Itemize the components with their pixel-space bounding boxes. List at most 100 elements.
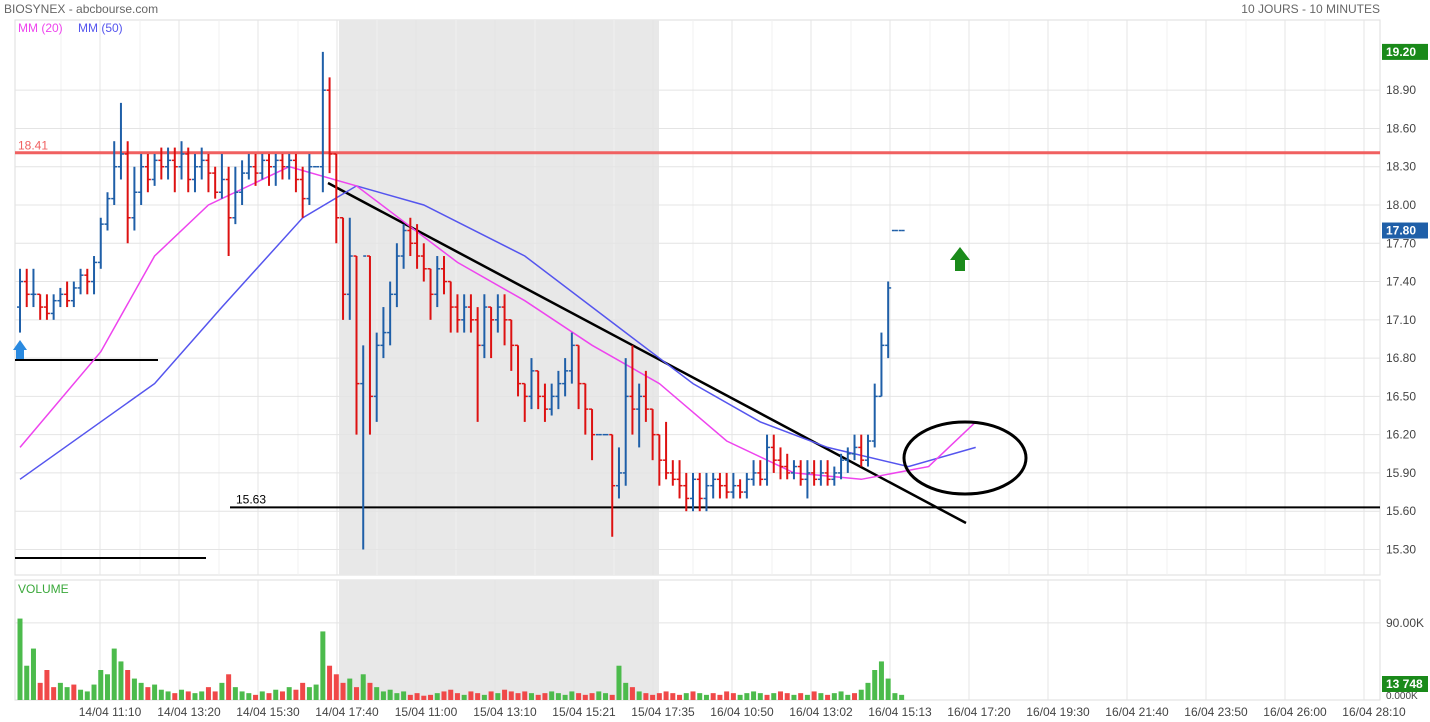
x-tick-label: 15/04 17:35 xyxy=(631,705,695,719)
trend-line xyxy=(327,181,967,525)
volume-bar xyxy=(865,682,871,700)
y-tick-label: 17.10 xyxy=(1386,313,1416,327)
resistance-label: 18.41 xyxy=(18,139,48,153)
ma50-line xyxy=(19,185,976,480)
volume-bar xyxy=(690,691,696,700)
legend-ma50: MM (50) xyxy=(78,21,123,35)
volume-bar xyxy=(670,693,676,700)
y-tick-label: 18.30 xyxy=(1386,160,1416,174)
volume-bar xyxy=(145,687,151,700)
x-tick-label: 15/04 11:00 xyxy=(395,705,458,719)
volume-bar xyxy=(852,693,858,700)
volume-bar xyxy=(78,689,84,700)
x-tick-label: 14/04 15:30 xyxy=(236,705,300,719)
volume-bar xyxy=(771,693,777,700)
volume-bar xyxy=(683,693,689,700)
high-price-label: 19.20 xyxy=(1386,45,1416,59)
volume-label: VOLUME xyxy=(18,582,69,596)
volume-bar xyxy=(549,691,555,700)
volume-bar xyxy=(306,687,312,700)
chart-period: 10 JOURS - 10 MINUTES xyxy=(1241,2,1380,16)
x-tick-label: 16/04 23:50 xyxy=(1184,705,1248,719)
volume-bar xyxy=(885,678,891,700)
y-tick-label: 16.80 xyxy=(1386,351,1416,365)
volume-bar xyxy=(502,689,508,700)
volume-bar xyxy=(461,694,467,700)
volume-bar xyxy=(589,693,595,700)
volume-bar xyxy=(825,694,831,700)
volume-bar xyxy=(300,682,306,700)
session-shade xyxy=(339,20,659,575)
volume-bar xyxy=(609,694,615,700)
volume-bar xyxy=(219,682,225,700)
x-tick-label: 14/04 11:10 xyxy=(79,705,142,719)
last-price-badge xyxy=(1382,222,1428,239)
volume-bar xyxy=(623,682,629,700)
volume-bar xyxy=(872,670,878,700)
volume-bar xyxy=(811,691,817,700)
volume-bar xyxy=(703,694,709,700)
volume-bar xyxy=(199,691,205,700)
volume-bar xyxy=(44,670,50,700)
volume-zero-label: 0.000K xyxy=(1386,691,1418,702)
volume-bar xyxy=(677,694,683,700)
volume-tick-label: 90.00K xyxy=(1386,616,1424,630)
y-tick-label: 18.90 xyxy=(1386,83,1416,97)
volume-bar xyxy=(528,693,534,700)
volume-bar xyxy=(522,691,528,700)
x-tick-label: 16/04 19:30 xyxy=(1026,705,1090,719)
marker-arrow-icon xyxy=(13,340,27,359)
y-tick-label: 16.20 xyxy=(1386,428,1416,442)
volume-bar xyxy=(212,691,218,700)
volume-bar xyxy=(84,691,90,700)
y-tick-label: 18.60 xyxy=(1386,121,1416,135)
volume-bar xyxy=(172,693,178,700)
volume-bar xyxy=(798,693,804,700)
volume-bar xyxy=(629,687,635,700)
volume-bar xyxy=(246,693,252,700)
volume-bar xyxy=(818,693,824,700)
volume-bar xyxy=(454,693,460,700)
volume-bar xyxy=(764,694,770,700)
volume-bar xyxy=(596,691,602,700)
volume-bar xyxy=(697,693,703,700)
volume-bar xyxy=(892,693,898,700)
x-tick-label: 16/04 28:10 xyxy=(1342,705,1406,719)
volume-bar xyxy=(508,691,514,700)
x-tick-label: 16/04 26:00 xyxy=(1263,705,1327,719)
volume-bar xyxy=(495,693,501,700)
volume-bar xyxy=(239,691,245,700)
volume-bar xyxy=(582,694,588,700)
volume-bar xyxy=(158,689,164,700)
volume-bar xyxy=(354,687,359,700)
session-shade-volume xyxy=(339,580,659,700)
high-price-badge xyxy=(1382,43,1428,60)
legend-ma20: MM (20) xyxy=(18,21,63,35)
volume-bar xyxy=(636,691,642,700)
volume-bar xyxy=(232,687,238,700)
y-tick-label: 18.00 xyxy=(1386,198,1416,212)
volume-bar xyxy=(724,691,730,700)
volume-bar xyxy=(448,689,454,700)
volume-bar xyxy=(576,693,582,700)
volume-bar xyxy=(104,674,110,700)
volume-bar xyxy=(51,687,57,700)
volume-bar xyxy=(401,691,407,700)
y-tick-label: 16.50 xyxy=(1386,389,1416,403)
price-panel xyxy=(14,19,1381,576)
volume-bar xyxy=(165,691,171,700)
x-tick-label: 16/04 21:40 xyxy=(1105,705,1169,719)
volume-bar xyxy=(744,693,750,700)
volume-bar xyxy=(421,695,427,700)
volume-bar xyxy=(441,691,447,700)
y-tick-label: 15.90 xyxy=(1386,466,1416,480)
volume-bar xyxy=(380,691,386,700)
volume-bar xyxy=(293,689,299,700)
y-tick-label: 15.60 xyxy=(1386,504,1416,518)
volume-bar xyxy=(253,694,259,700)
volume-bar xyxy=(434,693,440,700)
volume-bar xyxy=(179,689,185,700)
volume-bar xyxy=(858,689,864,700)
volume-bar xyxy=(333,674,339,700)
